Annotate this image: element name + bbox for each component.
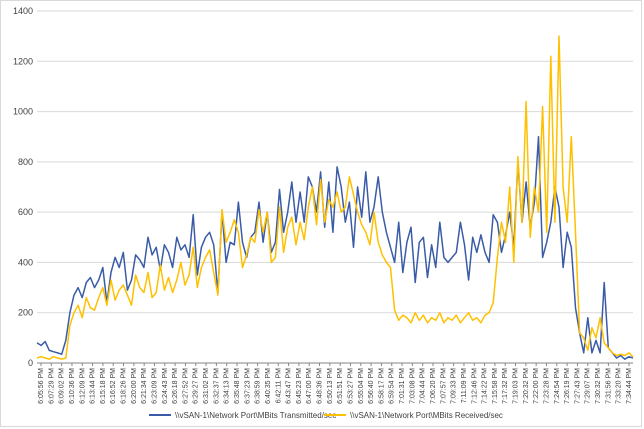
- x-tick-label: 6:15:18 PM: [100, 368, 107, 404]
- x-tick-label: 6:05:56 PM: [38, 368, 45, 404]
- x-tick-label: 6:55:04 PM: [358, 368, 365, 404]
- x-tick-label: 7:30:32 PM: [595, 368, 602, 404]
- x-tick-label: 7:01:31 PM: [399, 368, 406, 404]
- legend-label-1: \\vSAN-1\Network Port\MBits Transmitted/…: [175, 411, 336, 420]
- x-tick-label: 6:37:23 PM: [244, 368, 251, 404]
- x-tick-label: 7:29:07 PM: [585, 368, 592, 404]
- y-tick-label: 600: [18, 207, 33, 217]
- x-tick-label: 6:12:09 PM: [79, 368, 86, 404]
- x-tick-label: 6:48:36 PM: [317, 368, 324, 404]
- x-tick-label: 7:12:46 PM: [471, 368, 478, 404]
- x-tick-label: 6:20:00 PM: [131, 368, 138, 404]
- x-tick-label: 6:09:02 PM: [59, 368, 66, 404]
- x-tick-label: 6:13:44 PM: [90, 368, 97, 404]
- y-tick-label: 1200: [13, 56, 33, 66]
- x-tick-label: 6:10:36 PM: [69, 368, 76, 404]
- x-tick-label: 7:17:32 PM: [502, 368, 509, 404]
- x-tick-label: 7:07:57 PM: [440, 368, 447, 404]
- x-tick-label: 7:11:09 PM: [461, 368, 468, 403]
- x-tick-label: 6:56:40 PM: [368, 368, 375, 404]
- y-tick-label: 200: [18, 308, 33, 318]
- x-tick-label: 6:07:29 PM: [48, 368, 55, 404]
- x-tick-label: 6:53:27 PM: [347, 368, 354, 404]
- series-line-2: [36, 35, 634, 360]
- x-tick-label: 6:43:47 PM: [286, 368, 293, 404]
- x-tick-label: 6:31:02 PM: [203, 368, 210, 404]
- x-tick-label: 6:38:59 PM: [255, 368, 262, 404]
- x-tick-label: 6:24:43 PM: [162, 368, 169, 404]
- legend: \\vSAN-1\Network Port\MBits Transmitted/…: [149, 411, 503, 420]
- x-tick-label: 7:06:20 PM: [430, 368, 437, 404]
- y-tick-label: 400: [18, 257, 33, 267]
- x-tick-label: 7:33:20 PM: [616, 368, 623, 404]
- y-axis-ticks: 0 200 400 600 800 1000 1200 1400: [13, 6, 33, 368]
- x-tick-label: 6:27:52 PM: [182, 368, 189, 404]
- y-tick-label: 1000: [13, 107, 33, 117]
- y-tick-label: 800: [18, 157, 33, 167]
- x-tick-label: 6:23:09 PM: [151, 368, 158, 404]
- x-tick-label: 6:16:52 PM: [110, 368, 117, 404]
- x-tick-label: 7:19:03 PM: [513, 368, 520, 404]
- x-tick-label: 7:27:43 PM: [574, 368, 581, 404]
- x-tick-label: 7:26:19 PM: [564, 368, 571, 404]
- y-tick-label: 0: [28, 358, 33, 368]
- y-tick-label: 1400: [13, 6, 33, 16]
- x-tick-label: 7:23:28 PM: [543, 368, 550, 404]
- x-tick-label: 7:24:54 PM: [554, 368, 561, 404]
- x-tick-label: 6:34:13 PM: [224, 368, 231, 404]
- x-tick-label: 6:18:26 PM: [121, 368, 128, 404]
- legend-label-2: \\vSAN-1\Network Port\MBits Received/sec: [350, 411, 503, 420]
- x-tick-label: 7:31:56 PM: [605, 368, 612, 404]
- x-tick-label: 6:51:51 PM: [337, 368, 344, 404]
- x-tick-label: 6:45:23 PM: [296, 368, 303, 404]
- x-tick-label: 6:29:27 PM: [193, 368, 200, 404]
- x-tick-label: 6:35:48 PM: [234, 368, 241, 404]
- x-tick-label: 7:22:00 PM: [533, 368, 540, 404]
- x-axis-ticks: 6:05:56 PM 6:07:29 PM 6:09:02 PM 6:10:36 PM…: [38, 363, 633, 404]
- x-tick-label: 6:32:37 PM: [213, 368, 220, 404]
- x-tick-label: 7:04:44 PM: [420, 368, 427, 404]
- x-tick-label: 6:40:35 PM: [265, 368, 272, 404]
- x-tick-label: 7:15:58 PM: [492, 368, 499, 404]
- x-tick-label: 6:21:34 PM: [141, 368, 148, 404]
- gridlines: [37, 10, 633, 314]
- x-tick-label: 6:58:17 PM: [378, 368, 385, 404]
- x-tick-label: 7:14:22 PM: [482, 368, 489, 404]
- x-tick-label: 7:20:32 PM: [523, 368, 530, 404]
- x-tick-label: 6:47:00 PM: [306, 368, 313, 404]
- series-lines: [36, 35, 634, 360]
- x-tick-label: 6:59:54 PM: [389, 368, 396, 404]
- x-tick-label: 6:42:11 PM: [275, 368, 282, 403]
- x-tick-label: 7:09:33 PM: [451, 368, 458, 404]
- x-tick-label: 7:03:08 PM: [409, 368, 416, 404]
- x-tick-label: 7:34:44 PM: [626, 368, 633, 404]
- series-line-1: [36, 135, 634, 360]
- x-tick-label: 6:50:13 PM: [327, 368, 334, 404]
- x-tick-label: 6:26:18 PM: [172, 368, 179, 404]
